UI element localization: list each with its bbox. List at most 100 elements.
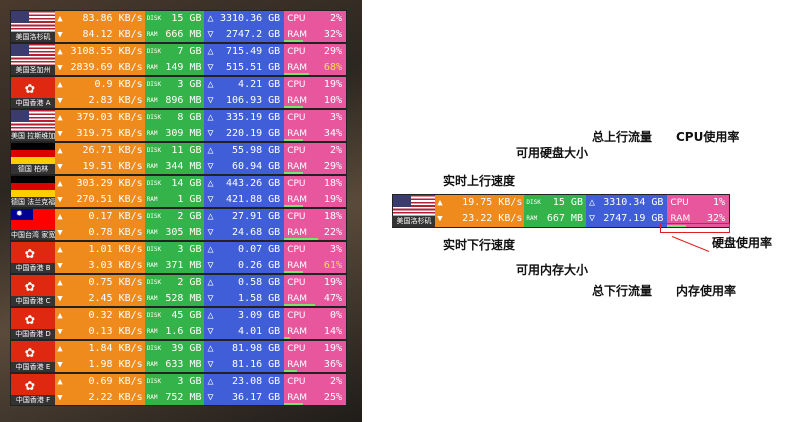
- flag-hk-icon: [11, 242, 55, 263]
- ram-line: RAM 752 MB: [145, 390, 205, 406]
- cpu-usage: 1%: [712, 197, 725, 208]
- ram-usage-label: RAM: [287, 30, 308, 40]
- total-upload-line: △ 3310.36 GB: [204, 11, 284, 27]
- up-arrow-icon: ▲: [57, 14, 63, 24]
- flag-us-icon: [11, 11, 55, 32]
- legend-total-upload: 总上行流量: [592, 130, 653, 144]
- demo-server-row: 美国洛杉矶 ▲ 19.75 KB/s ▼ 23.22 KB/s DISK 15 GB RAM 6…: [392, 194, 730, 228]
- speed-cell: ▲ 0.69 KB/s ▼ 2.22 KB/s: [55, 374, 145, 405]
- download-speed-line: ▼ 270.51 KB/s: [55, 192, 145, 208]
- server-location: 美国圣加州: [11, 64, 55, 75]
- speed-cell: ▲ 1.01 KB/s ▼ 3.03 KB/s: [55, 242, 145, 273]
- usage-cell: CPU 18% RAM 19%: [284, 176, 346, 207]
- download-speed-line: ▼ 19.51 KB/s: [55, 159, 145, 175]
- available-disk: 14 GB: [171, 178, 202, 189]
- disk-line: DISK 2 GB: [145, 209, 205, 225]
- total-up-icon: △: [207, 178, 214, 189]
- download-speed-line: ▼ 2.22 KB/s: [55, 390, 145, 406]
- traffic-cell: △ 335.19 GB ▽ 220.19 GB: [204, 110, 285, 141]
- total-up-icon: △: [207, 46, 214, 57]
- available-ram: 309 MB: [165, 128, 202, 139]
- ram-label: RAM: [146, 229, 158, 236]
- server-location: 美国洛杉矶: [392, 216, 436, 227]
- up-arrow-icon: ▲: [57, 344, 63, 354]
- total-up-icon: △: [207, 145, 214, 156]
- available-ram: 896 MB: [165, 95, 202, 106]
- usage-cell: CPU 2% RAM 29%: [284, 143, 346, 174]
- download-speed: 3.03 KB/s: [88, 260, 143, 271]
- ram-line: RAM 309 MB: [145, 126, 205, 142]
- cpu-label: CPU: [670, 198, 689, 208]
- up-arrow-icon: ▲: [57, 146, 63, 156]
- ram-line: RAM 305 MB: [145, 225, 205, 241]
- disk-usage-bar: [284, 403, 303, 405]
- legend-available-disk: 可用硬盘大小: [516, 146, 589, 160]
- ram-usage-label: RAM: [287, 96, 308, 106]
- total-upload-line: △ 23.08 GB: [204, 374, 284, 390]
- upload-speed: 1.01 KB/s: [88, 244, 143, 255]
- upload-speed: 0.9 KB/s: [94, 79, 143, 90]
- ram-label: RAM: [146, 130, 158, 137]
- total-down-icon: ▽: [207, 95, 214, 106]
- total-upload-line: △ 81.98 GB: [204, 341, 284, 357]
- usage-cell: CPU 18% RAM 22%: [284, 209, 346, 240]
- total-up-icon: △: [207, 277, 214, 288]
- down-arrow-icon: ▼: [57, 294, 63, 304]
- total-upload: 27.91 GB: [232, 211, 281, 222]
- disk-usage-callout-box: [660, 223, 730, 233]
- cpu-label: CPU: [287, 47, 306, 57]
- cpu-label: CPU: [287, 212, 306, 222]
- ram-line: RAM 667 MB: [524, 211, 586, 227]
- download-speed: 1.98 KB/s: [88, 359, 143, 370]
- available-ram: 305 MB: [165, 227, 202, 238]
- download-speed: 2.83 KB/s: [88, 95, 143, 106]
- download-speed-line: ▼ 319.75 KB/s: [55, 126, 145, 142]
- total-download: 515.51 GB: [226, 62, 281, 73]
- flag-hk-icon: [11, 275, 55, 296]
- traffic-cell: △ 3310.36 GB ▽ 2747.2 GB: [204, 11, 285, 42]
- available-ram: 752 MB: [165, 392, 202, 403]
- total-down-icon: ▽: [207, 194, 214, 205]
- total-upload-line: △ 443.26 GB: [204, 176, 284, 192]
- flag-de-icon: [11, 176, 55, 197]
- speed-cell: ▲ 3108.55 KB/s ▼ 2839.69 KB/s: [55, 44, 145, 75]
- ram-usage-line: RAM 14%: [284, 324, 346, 340]
- server-row: 美国洛杉矶 ▲ 83.86 KB/s ▼ 84.12 KB/s DISK 15 GB RAM 6…: [10, 10, 347, 43]
- down-arrow-icon: ▼: [57, 261, 63, 271]
- cpu-label: CPU: [287, 80, 306, 90]
- down-arrow-icon: ▼: [57, 228, 63, 238]
- upload-speed-line: ▲ 0.32 KB/s: [55, 308, 145, 324]
- storage-cell: DISK 39 GB RAM 633 MB: [144, 341, 205, 372]
- speed-cell: ▲ 0.17 KB/s ▼ 0.78 KB/s: [55, 209, 145, 240]
- server-flag: 美国洛杉矶: [11, 11, 55, 42]
- total-download-line: ▽ 81.16 GB: [204, 357, 284, 373]
- upload-speed: 0.32 KB/s: [88, 310, 143, 321]
- up-arrow-icon: ▲: [437, 198, 443, 208]
- total-up-icon: △: [207, 211, 214, 222]
- upload-speed-line: ▲ 3108.55 KB/s: [55, 44, 145, 60]
- ram-label: RAM: [146, 394, 158, 401]
- cpu-line: CPU 19%: [284, 341, 346, 357]
- disk-line: DISK 7 GB: [145, 44, 205, 60]
- cpu-usage: 2%: [329, 145, 342, 156]
- total-upload: 0.58 GB: [238, 277, 281, 288]
- disk-line: DISK 15 GB: [524, 195, 586, 211]
- download-speed: 2.22 KB/s: [88, 392, 143, 403]
- up-arrow-icon: ▲: [57, 212, 63, 222]
- speed-cell: ▲ 0.75 KB/s ▼ 2.45 KB/s: [55, 275, 145, 306]
- usage-cell: CPU 2% RAM 25%: [284, 374, 346, 405]
- disk-line: DISK 8 GB: [145, 110, 205, 126]
- download-speed: 2.45 KB/s: [88, 293, 143, 304]
- total-download-line: ▽ 2747.19 GB: [586, 211, 667, 227]
- flag-us-icon: [11, 110, 55, 131]
- upload-speed: 1.84 KB/s: [88, 343, 143, 354]
- ram-usage-line: RAM 22%: [284, 225, 346, 241]
- traffic-cell: △ 81.98 GB ▽ 81.16 GB: [204, 341, 285, 373]
- server-flag: 中国香港 A: [11, 77, 55, 108]
- cpu-label: CPU: [287, 146, 306, 156]
- cpu-line: CPU 2%: [284, 143, 346, 159]
- flag-hk-icon: [11, 341, 55, 362]
